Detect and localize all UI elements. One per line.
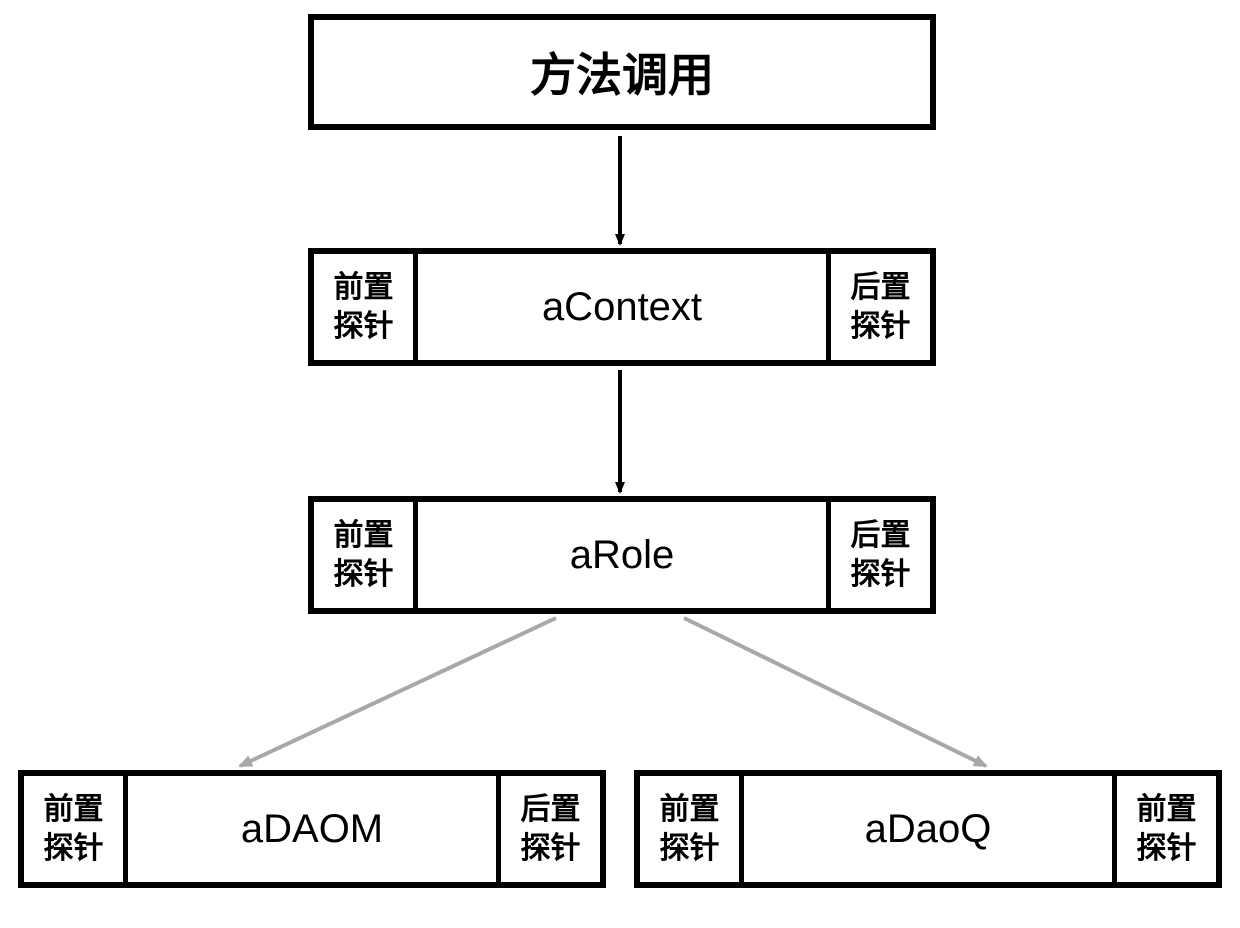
daoq-post-probe: 前置 探针	[1112, 776, 1216, 882]
daom-post-probe: 后置 探针	[496, 776, 600, 882]
node-daom: 前置 探针 aDAOM 后置 探针	[18, 770, 606, 888]
context-pre-probe: 前置 探针	[314, 254, 418, 360]
node-daoq: 前置 探针 aDaoQ 前置 探针	[634, 770, 1222, 888]
node-method-call: 方法调用	[308, 14, 936, 130]
node-role: 前置 探针 aRole 后置 探针	[308, 496, 936, 614]
daom-main-label: aDAOM	[128, 776, 496, 882]
edge-role-daom	[240, 618, 556, 766]
daoq-main-label: aDaoQ	[744, 776, 1112, 882]
role-post-probe: 后置 探针	[826, 502, 930, 608]
role-pre-probe: 前置 探针	[314, 502, 418, 608]
edge-role-daoq	[684, 618, 986, 766]
tree-diagram: 方法调用 前置 探针 aContext 后置 探针 前置 探针 aRole 后置…	[0, 0, 1240, 928]
daoq-pre-probe: 前置 探针	[640, 776, 744, 882]
role-main-label: aRole	[418, 502, 826, 608]
context-post-probe: 后置 探针	[826, 254, 930, 360]
context-main-label: aContext	[418, 254, 826, 360]
node-context: 前置 探针 aContext 后置 探针	[308, 248, 936, 366]
daom-pre-probe: 前置 探针	[24, 776, 128, 882]
